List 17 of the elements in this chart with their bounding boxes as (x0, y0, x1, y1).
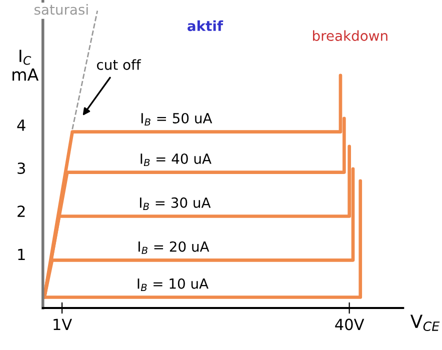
annotation: I$_{B}$ = 50 uA (141, 112, 212, 126)
annotation: I$_{B}$ = 40 uA (140, 153, 212, 166)
annotation: cut off (97, 59, 142, 70)
annotation: I$_{B}$ = 30 uA (140, 197, 211, 210)
annotation: breakdown (313, 30, 388, 41)
x-axis-title: V$_{CE}$ (410, 314, 440, 332)
annotation: I$_{B}$ = 10 uA (138, 278, 208, 291)
x-tick-label: 40V (335, 318, 364, 330)
y-tick-label: 4 (17, 120, 26, 131)
y-tick-label: 3 (18, 162, 25, 174)
series-label: saturasi (34, 4, 88, 15)
annotation: I$_{B}$ = 20 uA (138, 241, 210, 254)
y-tick-label: 1 (18, 248, 25, 260)
x-tick-label: 1V (54, 318, 72, 330)
y-axis-title: I$_{C}$ mA (12, 50, 39, 81)
y-tick-label: 2 (18, 206, 25, 217)
annotation: aktif (188, 20, 224, 32)
